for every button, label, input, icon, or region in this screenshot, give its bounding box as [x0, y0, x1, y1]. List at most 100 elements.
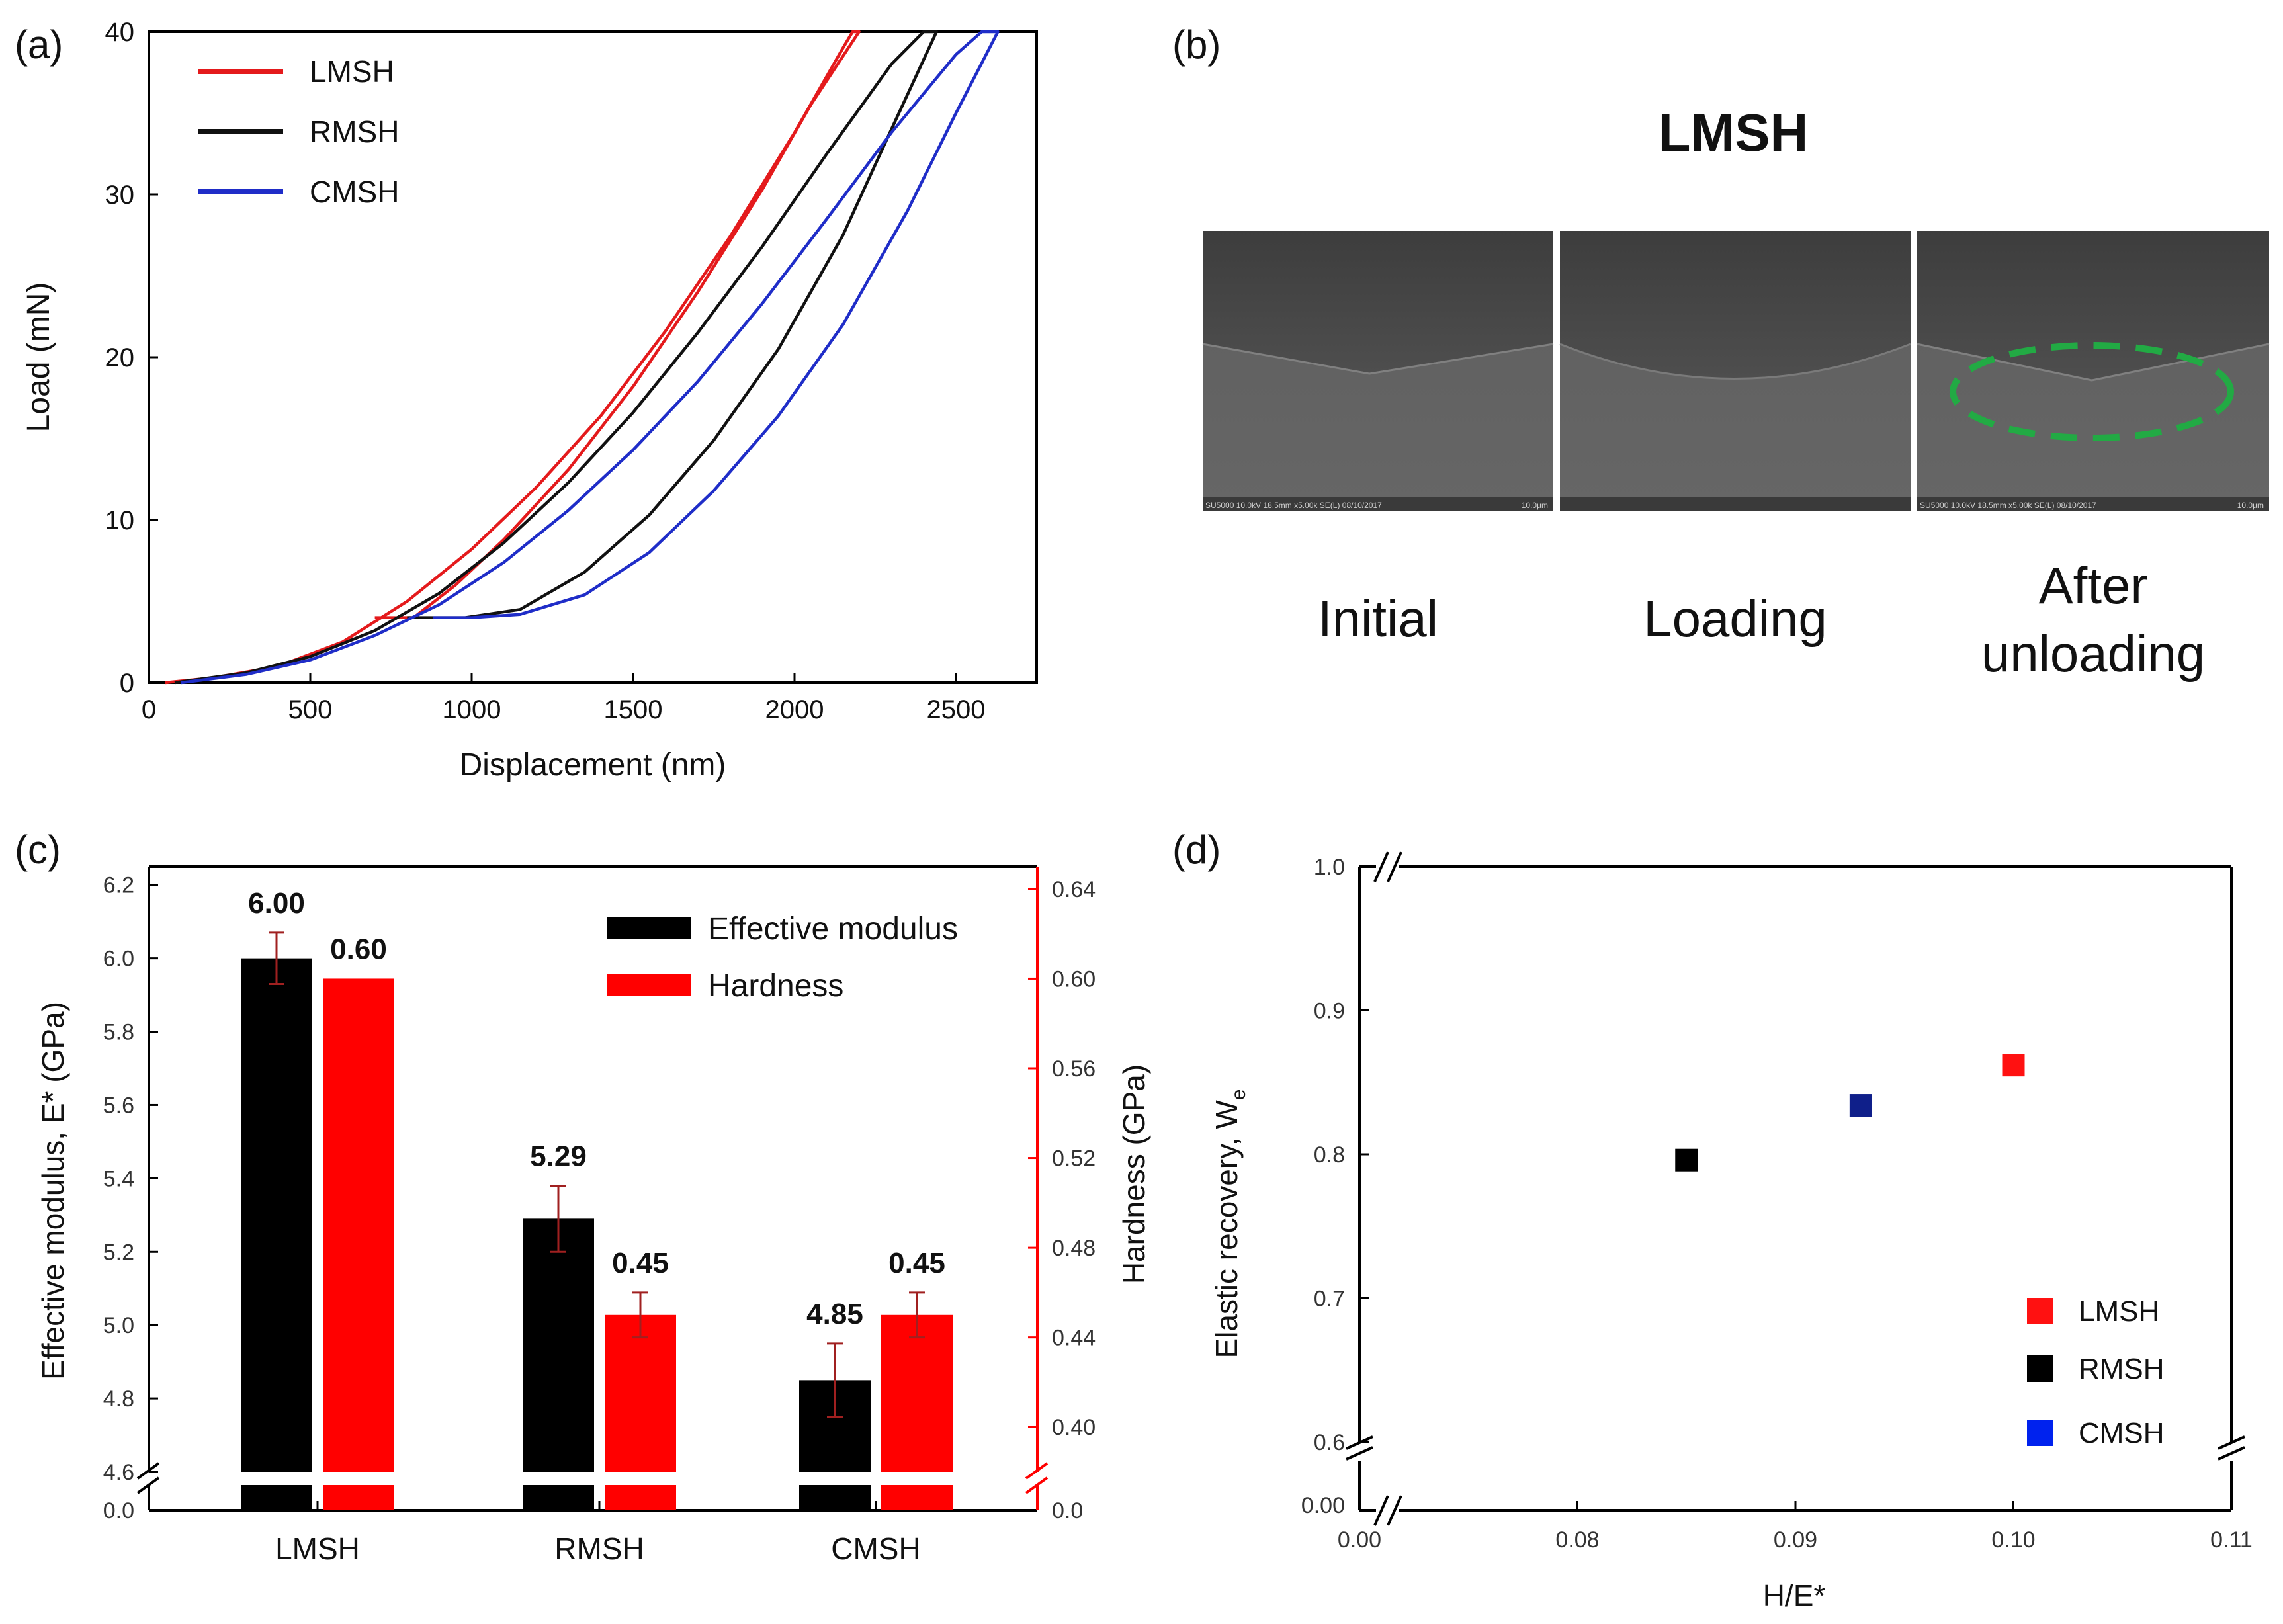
y2-tick-label: 0.64 — [1052, 877, 1096, 902]
sem-info-initial: SU5000 10.0kV 18.5mm x5.00k SE(L) 08/10/… — [1205, 501, 1382, 510]
y2-tick-label: 0.56 — [1052, 1056, 1096, 1082]
bar-effective-modulus-lmsh — [241, 958, 312, 1472]
data-label-effective-modulus-lmsh: 6.00 — [248, 887, 305, 919]
y-tick-label: 5.4 — [103, 1166, 134, 1191]
y-tick-label: 1.0 — [1314, 855, 1345, 880]
series-line-lmsh — [165, 30, 861, 685]
panel-c-bars: 6.00 0.60 5.29 0.45 4.85 0.45 — [241, 887, 953, 1510]
panel-d-axis-ticks: 0.08 0.09 0.10 0.11 0.00 0.6 0.7 0.8 0.9 1.0 0.00 — [1301, 855, 2253, 1553]
bar-stub-effective-modulus-rmsh — [523, 1485, 594, 1510]
legend-label-modulus: Effective modulus — [708, 912, 958, 947]
y2-tick-label: 0.40 — [1052, 1415, 1096, 1440]
x-tick-label-lmsh: LMSH — [275, 1531, 360, 1566]
x-tick-label: 0.08 — [1555, 1527, 1599, 1553]
y2-tick-label: 0.44 — [1052, 1326, 1096, 1351]
legend-label-hardness: Hardness — [708, 968, 843, 1004]
y-tick-label: 0.8 — [1314, 1142, 1345, 1168]
panel-b-label: (b) — [1172, 22, 1221, 67]
panel-d-y-axis-label-main: Elastic recovery, W — [1209, 1100, 1244, 1359]
legend-swatch-rmsh — [2027, 1355, 2053, 1382]
sem-info-after: SU5000 10.0kV 18.5mm x5.00k SE(L) 08/10/… — [1920, 501, 2096, 510]
y-tick-label: 0.9 — [1314, 999, 1345, 1024]
bar-hardness-cmsh — [881, 1314, 953, 1472]
legend-label-rmsh: RMSH — [310, 114, 399, 149]
series-line-rmsh — [174, 30, 938, 685]
legend-label-cmsh: CMSH — [310, 175, 399, 209]
y-tick-label: 4.8 — [103, 1387, 134, 1412]
y-tick-label: 5.8 — [103, 1020, 134, 1045]
y-tick-label: 0 — [120, 669, 134, 698]
panel-c-legend: Effective modulus Hardness — [607, 912, 958, 1004]
panel-d-points — [1675, 1054, 2025, 1172]
y2-tick-label: 0.48 — [1052, 1236, 1096, 1261]
caption-loading: Loading — [1643, 589, 1827, 648]
y-tick-label: 4.6 — [103, 1460, 134, 1485]
panel-a-tick-labels: 0 500 1000 1500 2000 2500 0 10 20 30 40 — [105, 18, 986, 724]
data-label-effective-modulus-rmsh: 5.29 — [530, 1140, 587, 1172]
x-tick-label: 500 — [288, 695, 333, 724]
x-tick-label-cmsh: CMSH — [831, 1531, 920, 1566]
bar-effective-modulus-rmsh — [523, 1218, 594, 1472]
y-tick-label: 0.6 — [1314, 1430, 1345, 1455]
legend-swatch-lmsh — [2027, 1298, 2053, 1324]
panel-a-legend: LMSH RMSH CMSH — [198, 54, 399, 209]
x-break-tick-label: 0.00 — [1338, 1527, 1381, 1553]
panel-c-y2-axis-label: Hardness (GPa) — [1117, 1064, 1151, 1284]
panel-d-y-axis-label: Elastic recovery, We — [1209, 1090, 1250, 1359]
panel-c-label: (c) — [15, 828, 61, 872]
panel-d-y-axis-label-sub: e — [1228, 1090, 1250, 1101]
y-tick-label: 40 — [105, 18, 135, 47]
legend-label-lmsh: LMSH — [2079, 1295, 2159, 1328]
data-label-hardness-lmsh: 0.60 — [330, 933, 387, 965]
x-tick-label: 0.09 — [1774, 1527, 1817, 1553]
panel-a: (a) 0 500 1000 1500 2000 2500 0 10 20 30 40 Displa… — [15, 18, 1038, 783]
axis-break-right — [2218, 1435, 2245, 1450]
point-cmsh — [1849, 1094, 1872, 1117]
data-label-hardness-rmsh: 0.45 — [612, 1247, 669, 1279]
x-tick-label: 1500 — [604, 695, 663, 724]
panel-a-x-axis-label: Displacement (nm) — [460, 748, 726, 783]
point-rmsh — [1675, 1148, 1698, 1172]
axis-break-left — [136, 1462, 160, 1480]
y2-break-tick-label: 0.0 — [1052, 1498, 1083, 1523]
sem-scale-after: 10.0µm — [2237, 501, 2264, 510]
x-tick-label: 2500 — [927, 695, 986, 724]
panel-b: (b) LMSH SU5000 10.0kV 18.5mm x5.00k SE(… — [1172, 22, 2270, 683]
panel-a-series — [165, 30, 1000, 685]
sem-image-after-unloading: SU5000 10.0kV 18.5mm x5.00k SE(L) 08/10/… — [1917, 231, 2270, 511]
series-line-cmsh — [181, 30, 1000, 685]
sem-image-loading — [1559, 231, 1911, 511]
axis-break-bottom — [1373, 1495, 1389, 1526]
bar-stub-hardness-rmsh — [605, 1485, 676, 1510]
data-label-hardness-cmsh: 0.45 — [888, 1247, 945, 1279]
legend-swatch-modulus — [607, 917, 691, 939]
y-tick-label: 6.0 — [103, 947, 134, 972]
y-tick-label: 5.2 — [103, 1240, 134, 1265]
x-tick-label-rmsh: RMSH — [554, 1531, 644, 1566]
caption-after: After — [2039, 556, 2148, 615]
panel-d: (d) 0.08 0.09 0.10 0.110.000.60.70.80.91.00… — [1172, 828, 2253, 1613]
panel-c-axis-ticks: 4.6 4.8 5.0 5.2 5.4 5.6 5.8 6.0 6.2 0.0 0.40 0.44 0.… — [103, 873, 1096, 1566]
x-tick-label: 2000 — [765, 695, 824, 724]
y-break-tick-label: 0.0 — [103, 1498, 134, 1523]
bar-stub-hardness-lmsh — [323, 1485, 394, 1510]
x-tick-label: 0.10 — [1991, 1527, 2035, 1553]
y-tick-label: 10 — [105, 506, 135, 535]
y-tick-label: 5.0 — [103, 1313, 134, 1338]
panel-a-label: (a) — [15, 22, 63, 67]
bar-stub-effective-modulus-cmsh — [799, 1485, 871, 1510]
y-tick-label: 5.6 — [103, 1093, 134, 1118]
sem-image-initial: SU5000 10.0kV 18.5mm x5.00k SE(L) 08/10/… — [1202, 231, 1554, 511]
x-tick-label: 0 — [142, 695, 156, 724]
bar-hardness-lmsh — [323, 978, 394, 1472]
legend-swatch-hardness — [607, 974, 691, 996]
y-break-tick-label: 0.00 — [1301, 1493, 1345, 1518]
sem-scale-initial: 10.0µm — [1522, 501, 1548, 510]
legend-swatch-cmsh — [2027, 1420, 2053, 1446]
panel-d-x-axis-label: H/E* — [1763, 1578, 1826, 1613]
y-tick-label: 0.7 — [1314, 1287, 1345, 1312]
legend-label-lmsh: LMSH — [310, 54, 394, 89]
y2-tick-label: 0.60 — [1052, 966, 1096, 992]
x-tick-label: 1000 — [443, 695, 501, 724]
